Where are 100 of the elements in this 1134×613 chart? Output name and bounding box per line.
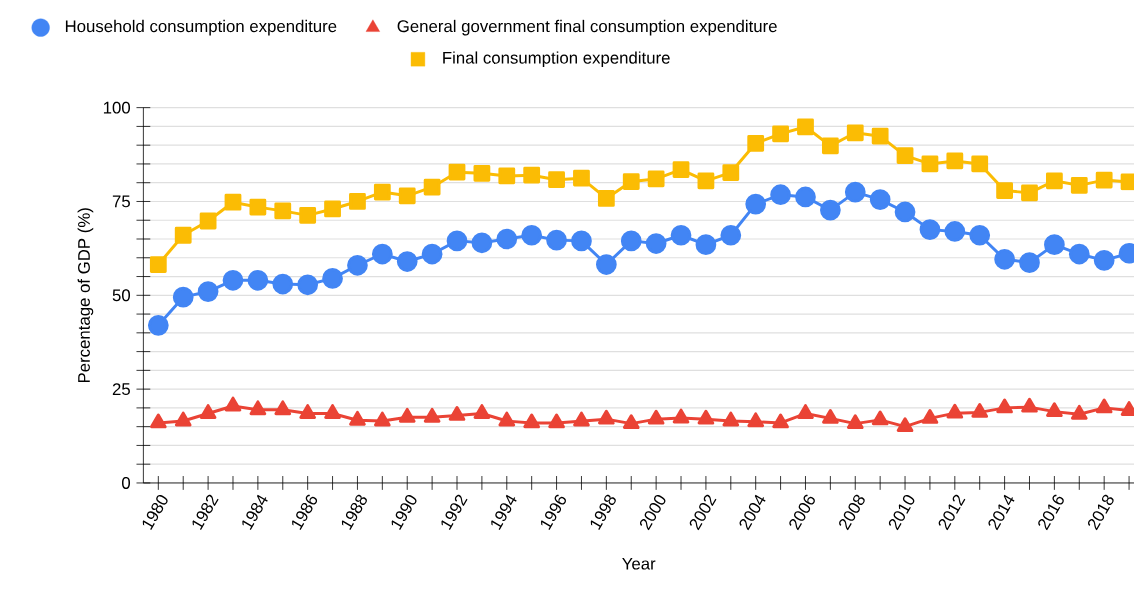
point [1019, 252, 1040, 273]
point [944, 220, 966, 242]
point [548, 413, 565, 429]
point [772, 125, 789, 143]
point [844, 181, 866, 203]
point [797, 118, 814, 136]
point [697, 409, 715, 425]
legend-label: Household consumption expenditure [65, 19, 337, 36]
point [647, 170, 665, 188]
point [274, 400, 292, 416]
point [222, 269, 244, 291]
point [871, 410, 889, 426]
point [971, 155, 989, 173]
point [695, 234, 717, 255]
point [147, 314, 169, 336]
point [996, 182, 1013, 199]
point [1068, 243, 1090, 265]
point [1093, 249, 1115, 271]
y-axis-title: Percentage of GDP (%) [77, 208, 94, 382]
point [398, 187, 416, 205]
point [622, 173, 640, 190]
point [374, 411, 391, 427]
point [573, 411, 590, 427]
point [149, 413, 167, 429]
point [546, 229, 567, 251]
point [199, 403, 217, 419]
point [846, 414, 864, 429]
point [521, 224, 543, 246]
y-tick-label: 50 [112, 289, 131, 302]
point [573, 169, 590, 187]
point [722, 164, 740, 181]
point [747, 412, 765, 428]
point [921, 408, 939, 424]
point [324, 200, 341, 218]
point [347, 254, 368, 276]
point [722, 411, 740, 427]
point [745, 193, 767, 215]
point [622, 414, 640, 429]
point [421, 243, 443, 265]
point [324, 403, 341, 419]
point [946, 403, 964, 419]
point [1044, 234, 1065, 255]
point [448, 163, 466, 181]
point [1021, 184, 1038, 202]
point [1095, 171, 1113, 189]
point [548, 171, 565, 188]
point [996, 398, 1013, 414]
point [645, 232, 667, 254]
point [1046, 402, 1063, 417]
point [797, 403, 814, 419]
point [172, 286, 194, 308]
point [247, 269, 269, 291]
point [224, 193, 242, 211]
point [846, 124, 864, 142]
point [498, 167, 516, 185]
point [571, 230, 592, 252]
point [349, 192, 366, 210]
point [1070, 404, 1088, 420]
point [224, 396, 242, 412]
point [471, 232, 493, 253]
point [523, 413, 540, 429]
point [371, 243, 393, 265]
point [274, 202, 292, 220]
point [894, 201, 916, 223]
point [820, 199, 841, 221]
point [994, 248, 1015, 270]
point [720, 224, 742, 246]
legend-label: General government final consumption expenditure [397, 19, 777, 36]
point [423, 407, 441, 423]
point [523, 166, 541, 184]
point [597, 189, 615, 207]
point [496, 228, 518, 250]
point [821, 137, 839, 155]
point [697, 172, 715, 190]
point [620, 230, 642, 252]
point [174, 226, 192, 244]
point [197, 281, 219, 302]
point [322, 267, 343, 289]
point [969, 224, 991, 246]
point [396, 251, 418, 272]
point [448, 405, 466, 421]
point [199, 212, 217, 230]
point [971, 402, 989, 418]
point [869, 189, 891, 210]
point [373, 183, 391, 201]
point [423, 178, 441, 196]
point [249, 198, 267, 216]
legend-label: Final consumption expenditure [443, 51, 670, 67]
point [349, 410, 366, 426]
point [670, 224, 692, 246]
y-tick-label: 25 [112, 383, 130, 395]
point [446, 230, 468, 252]
point [272, 273, 294, 295]
point [672, 408, 690, 424]
point [921, 155, 939, 173]
point [822, 408, 839, 424]
point [598, 409, 615, 425]
point [647, 409, 665, 425]
point [747, 134, 765, 152]
point [770, 184, 791, 205]
